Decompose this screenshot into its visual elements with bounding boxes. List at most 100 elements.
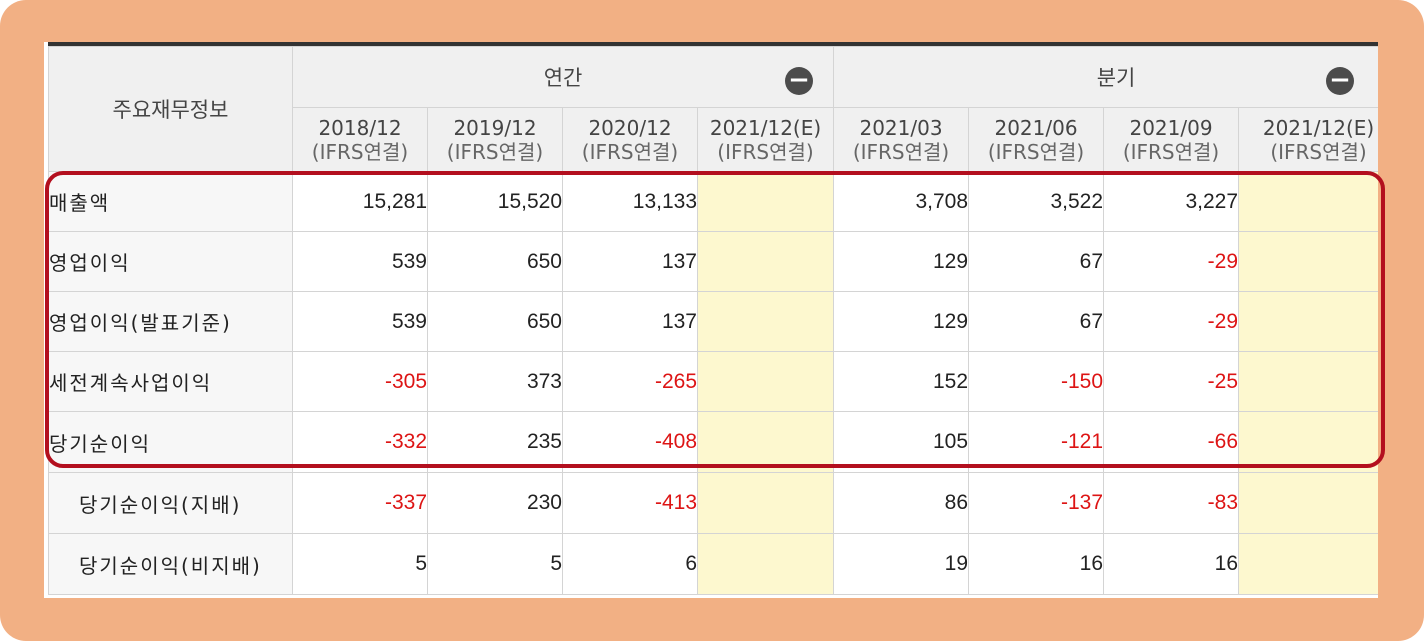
value-cell: -121 — [968, 411, 1105, 473]
estimate-cell — [1238, 411, 1378, 473]
group-header-annual: 연간 − — [291, 46, 835, 108]
row-label: 영업이익 — [48, 231, 293, 292]
financial-summary-panel: 주요재무정보 연간 − 분기 − 2018/12 (IFRS연결) 2019/12(… — [44, 42, 1378, 598]
table-row: 당기순이익(지배) -337 230 -413 86 -137 -83 — [48, 472, 1378, 534]
period-date: 2018/12 — [318, 115, 402, 140]
value-cell: 15,281 — [292, 171, 428, 232]
value-cell: 3,522 — [968, 171, 1105, 232]
row-label: 매출액 — [48, 171, 293, 232]
value-cell: 13,133 — [562, 171, 698, 232]
period-date: 2019/12 — [453, 115, 537, 140]
group-label-annual: 연간 — [543, 66, 583, 90]
group-label-quarterly: 분기 — [1096, 66, 1136, 90]
table-row: 영업이익(발표기준) 539 650 137 129 67 -29 — [48, 291, 1378, 352]
period-basis: (IFRS연결) — [446, 139, 544, 164]
value-cell: 86 — [833, 472, 970, 534]
value-cell: 235 — [427, 411, 563, 473]
value-cell: -337 — [292, 472, 428, 534]
estimate-cell — [1238, 472, 1378, 534]
financial-table: 주요재무정보 연간 − 분기 − 2018/12 (IFRS연결) 2019/12(… — [48, 46, 1378, 595]
estimate-cell — [696, 472, 835, 534]
period-date: 2020/12 — [588, 115, 672, 140]
value-cell: 105 — [833, 411, 970, 473]
period-basis: (IFRS연결) — [311, 139, 409, 164]
value-cell: 15,520 — [427, 171, 563, 232]
table-top-border — [48, 42, 1378, 46]
value-cell: 650 — [427, 291, 563, 352]
table-row: 당기순이익(비지배) 5 5 6 19 16 16 — [48, 533, 1378, 595]
period-date: 2021/03 — [859, 115, 943, 140]
row-label: 세전계속사업이익 — [48, 351, 293, 412]
value-cell: 373 — [427, 351, 563, 412]
value-cell: -29 — [1103, 231, 1240, 292]
value-cell: 650 — [427, 231, 563, 292]
row-label: 영업이익(발표기준) — [48, 291, 293, 352]
period-header: 2021/09 (IFRS연결) — [1103, 107, 1240, 172]
estimate-cell — [1238, 171, 1378, 232]
estimate-cell — [696, 411, 835, 473]
value-cell: 67 — [968, 231, 1105, 292]
period-basis: (IFRS연결) — [1270, 139, 1367, 164]
table-row: 당기순이익 -332 235 -408 105 -121 -66 — [48, 411, 1378, 473]
value-cell: -66 — [1103, 411, 1240, 473]
period-date: 2021/12(E) — [709, 115, 822, 140]
period-basis: (IFRS연결) — [1122, 139, 1220, 164]
group-header-quarterly: 분기 − — [833, 46, 1378, 108]
estimate-cell — [1238, 291, 1378, 352]
period-header: 2021/12(E) (IFRS연결) — [696, 107, 835, 172]
value-cell: 16 — [968, 533, 1105, 595]
row-label: 당기순이익 — [48, 411, 293, 473]
period-date: 2021/09 — [1129, 115, 1213, 140]
value-cell: -29 — [1103, 291, 1240, 352]
period-basis: (IFRS연결) — [717, 139, 814, 164]
period-basis: (IFRS연결) — [852, 139, 950, 164]
value-cell: 129 — [833, 291, 970, 352]
value-cell: 152 — [833, 351, 970, 412]
period-basis: (IFRS연결) — [987, 139, 1085, 164]
value-cell: 230 — [427, 472, 563, 534]
value-cell: 5 — [292, 533, 428, 595]
value-cell: 6 — [562, 533, 698, 595]
value-cell: 137 — [562, 231, 698, 292]
value-cell: -413 — [562, 472, 698, 534]
value-cell: -408 — [562, 411, 698, 473]
period-date: 2021/06 — [994, 115, 1078, 140]
value-cell: -265 — [562, 351, 698, 412]
value-cell: -332 — [292, 411, 428, 473]
period-header: 2021/03 (IFRS연결) — [833, 107, 970, 172]
estimate-cell — [1238, 533, 1378, 595]
period-header: 2021/06 (IFRS연결) — [968, 107, 1105, 172]
table-row: 매출액 15,281 15,520 13,133 3,708 3,522 3,227 — [48, 171, 1378, 232]
collapse-minus-icon[interactable]: − — [1326, 67, 1355, 95]
estimate-cell — [696, 231, 835, 292]
estimate-cell — [1238, 351, 1378, 412]
value-cell: -137 — [968, 472, 1105, 534]
value-cell: 137 — [562, 291, 698, 352]
table-row: 영업이익 539 650 137 129 67 -29 — [48, 231, 1378, 292]
value-cell: 539 — [292, 231, 428, 292]
estimate-cell — [696, 171, 835, 232]
estimate-cell — [696, 533, 835, 595]
period-date: 2021/12(E) — [1262, 115, 1375, 140]
value-cell: 129 — [833, 231, 970, 292]
period-header: 2018/12 (IFRS연결) — [292, 107, 428, 172]
row-label: 당기순이익(비지배) — [48, 533, 293, 595]
value-cell: 3,708 — [833, 171, 970, 232]
value-cell: 3,227 — [1103, 171, 1240, 232]
estimate-cell — [1238, 231, 1378, 292]
period-basis: (IFRS연결) — [581, 139, 679, 164]
estimate-cell — [696, 291, 835, 352]
value-cell: 539 — [292, 291, 428, 352]
value-cell: -25 — [1103, 351, 1240, 412]
value-cell: 67 — [968, 291, 1105, 352]
table-row: 세전계속사업이익 -305 373 -265 152 -150 -25 — [48, 351, 1378, 412]
row-label: 당기순이익(지배) — [48, 472, 293, 534]
period-header: 2021/12(E) (IFRS연결) — [1238, 107, 1378, 172]
corner-header: 주요재무정보 — [48, 46, 293, 172]
period-header: 2019/12 (IFRS연결) — [427, 107, 563, 172]
collapse-minus-icon[interactable]: − — [785, 67, 814, 95]
value-cell: 5 — [427, 533, 563, 595]
value-cell: -305 — [292, 351, 428, 412]
value-cell: 19 — [833, 533, 970, 595]
